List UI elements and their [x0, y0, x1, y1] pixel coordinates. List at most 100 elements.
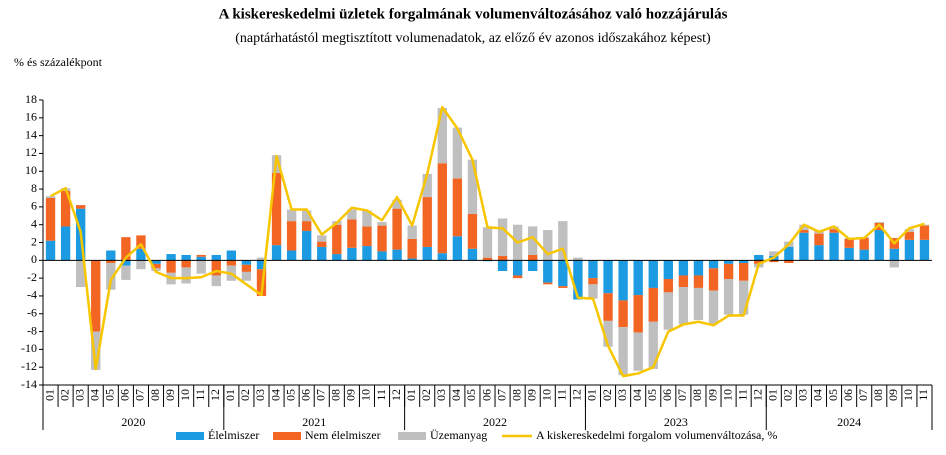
bar-segment [256, 260, 267, 270]
bar-segment [256, 269, 267, 296]
bar-segment [874, 230, 884, 261]
bar-segment [437, 163, 447, 254]
bar-segment [618, 300, 628, 328]
x-tick-label: 05 [645, 389, 659, 401]
bar-segment [558, 260, 568, 287]
x-tick-label: 06 [660, 389, 674, 401]
bar-segment [904, 229, 915, 232]
bar-segment [347, 219, 357, 248]
x-tick-label: 07 [314, 389, 328, 401]
bar-segment [889, 260, 900, 268]
y-tick-label: -14 [21, 377, 37, 391]
bar-segment [603, 260, 613, 294]
x-tick-label: 11 [735, 389, 749, 401]
chart-title: A kiskereskedelmi üzletek forgalmának vo… [219, 6, 728, 22]
y-tick-label: 8 [31, 181, 37, 195]
x-tick-label: 12 [208, 389, 222, 401]
x-tick-label: 02 [57, 389, 71, 401]
bar-segment [543, 230, 553, 261]
bar-segment [543, 282, 553, 285]
legend-label: Nem élelmiszer [305, 428, 381, 442]
x-tick-label: 03 [72, 389, 86, 401]
bar-segment [769, 251, 779, 256]
bar-segment [723, 260, 734, 264]
bar-segment [45, 197, 56, 241]
bar-segment [392, 199, 402, 209]
bar-segment [859, 249, 869, 261]
bar-segment [407, 238, 417, 259]
y-tick-label: -10 [21, 341, 37, 355]
bar-segment [799, 230, 809, 233]
year-label: 2021 [302, 415, 326, 429]
bar-segment [317, 235, 327, 242]
bar-segment [799, 224, 809, 231]
bar-segment [332, 224, 342, 255]
bar-segment [618, 260, 628, 301]
bar-segment [302, 221, 312, 231]
bar-segment [347, 247, 357, 261]
bar-segment [708, 290, 719, 325]
bar-segment [196, 260, 206, 274]
x-tick-label: 12 [389, 389, 403, 401]
bar-segment [693, 287, 704, 320]
bar-segment [603, 293, 613, 321]
bar-segment [648, 321, 658, 369]
year-label: 2023 [664, 415, 688, 429]
x-tick-label: 12 [750, 389, 764, 401]
legend-swatch [273, 432, 301, 440]
bar-segment [211, 254, 221, 261]
bar-segment [392, 249, 402, 261]
bar-segment [663, 279, 673, 293]
y-tick-label: 0 [31, 252, 37, 266]
bar-segment [60, 190, 71, 227]
bar-segment [226, 250, 237, 261]
bar-segment [874, 222, 884, 223]
bar-segment [814, 233, 824, 246]
bar-segment [377, 222, 387, 226]
x-tick-label: 01 [766, 389, 780, 401]
x-tick-label: 01 [585, 389, 599, 401]
bar-segment [528, 254, 538, 261]
bar-segment [844, 238, 854, 248]
x-tick-label: 01 [42, 389, 56, 401]
bar-segment [904, 231, 915, 240]
bar-segment [422, 246, 432, 261]
bar-segment [452, 127, 463, 179]
bar-segment [829, 229, 839, 233]
bar-segment [121, 237, 131, 261]
bar-segment [633, 295, 643, 333]
legend-label: A kiskereskedelmi forgalom volumenváltoz… [536, 428, 777, 442]
x-tick-label: 06 [118, 389, 132, 401]
bar-segment [618, 327, 628, 376]
chart-subtitle: (naptárhatástól megtisztított volumenada… [235, 31, 711, 46]
bar-segment [362, 226, 372, 247]
bar-segment [648, 287, 658, 322]
legend-swatch [176, 432, 204, 440]
y-tick-label: -6 [27, 306, 37, 320]
bar-segment [286, 209, 297, 222]
bar-segment [45, 240, 56, 261]
line-series [49, 105, 925, 378]
bar-segment [347, 209, 357, 220]
bar-segment [663, 260, 673, 280]
bar-segment [377, 225, 387, 252]
x-tick-label: 07 [133, 389, 147, 401]
x-tick-label: 04 [449, 389, 463, 401]
bar-segment [512, 260, 523, 276]
bar-segment [91, 331, 101, 370]
bar-segment [708, 268, 719, 291]
bar-segment [497, 260, 508, 271]
y-tick-label: 16 [25, 110, 37, 124]
y-tick-label: 18 [25, 92, 37, 106]
x-tick-label: 11 [916, 389, 930, 401]
bar-segment [241, 260, 252, 265]
x-tick-label: 11 [193, 389, 207, 401]
x-tick-label: 03 [796, 389, 810, 401]
bar-segment [166, 254, 176, 261]
y-tick-label: 14 [25, 127, 37, 141]
bar-segment [467, 248, 478, 261]
bar-segment [754, 254, 764, 261]
bar-segment [799, 232, 809, 261]
bar-segment [919, 224, 930, 226]
